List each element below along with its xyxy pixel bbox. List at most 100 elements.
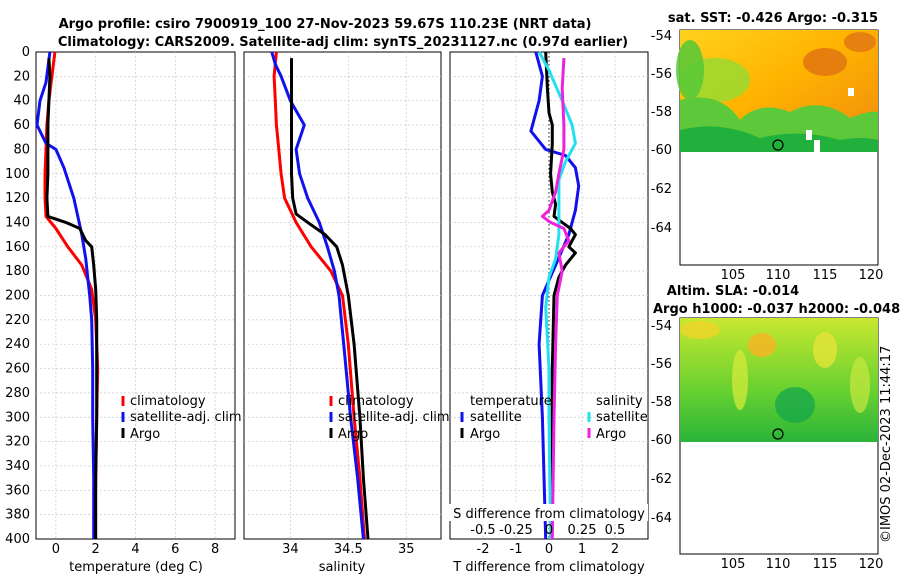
depth-tick-label: 380 xyxy=(5,508,30,523)
sst-field xyxy=(676,30,878,152)
latitude-tick-label: -62 xyxy=(651,472,672,487)
latitude-tick-label: -64 xyxy=(651,221,672,236)
longitude-tick-label: 110 xyxy=(766,557,791,572)
x-tick-label: 2 xyxy=(92,542,100,557)
latitude-tick-label: -60 xyxy=(651,143,672,158)
s-tick-label: -0.25 xyxy=(499,523,533,538)
x-tick-label: -1 xyxy=(510,542,523,557)
legend-climatology: climatology xyxy=(130,394,206,409)
t-difference-tick-labels: -2 -1 0 1 2 xyxy=(477,542,620,557)
latitude-tick-label: -54 xyxy=(651,29,672,44)
legend-satellite-adj: satellite-adj. clim xyxy=(338,410,450,425)
series-salinity-argo xyxy=(540,58,571,540)
s-difference-label: S difference from climatology xyxy=(453,507,645,522)
depth-tick-label: 60 xyxy=(13,118,30,133)
salinity-lines xyxy=(270,51,370,540)
title-line2: Climatology: CARS2009. Satellite-adj cli… xyxy=(58,35,628,50)
sla-high-patch xyxy=(813,332,837,368)
longitude-tick-label: 105 xyxy=(721,557,746,572)
depth-tick-label: 300 xyxy=(5,410,30,425)
temperature-panel: 0204060801001201401601802002202402602803… xyxy=(5,45,241,575)
sst-cool-patch xyxy=(676,40,704,100)
legend-climatology: climatology xyxy=(338,394,414,409)
series-climatology xyxy=(272,51,366,540)
sla-title: Altim. SLA: -0.014 xyxy=(667,284,799,299)
sla-ridge xyxy=(732,350,748,410)
s-tick-label: 0 xyxy=(545,523,553,538)
depth-tick-labels: 0 20 40 60 80 100 120 140 160 180 200 220 240 260 280 3… xyxy=(5,45,30,547)
legend-t-satellite: satellite xyxy=(470,410,522,425)
legend-argo: Argo xyxy=(338,427,368,442)
watermark: ©IMOS 02-Dec-2023 11:44:17 xyxy=(879,346,894,543)
t-difference-xlabel: T difference from climatology xyxy=(452,560,645,575)
latitude-tick-label: -56 xyxy=(651,357,672,372)
difference-grid xyxy=(450,52,648,539)
longitude-tick-label: 110 xyxy=(766,268,791,283)
depth-tick-label: 260 xyxy=(5,362,30,377)
sla-high-patch xyxy=(748,333,776,357)
temperature-tick-labels: 0 2 4 6 8 xyxy=(52,542,219,557)
depth-tick-label: 320 xyxy=(5,435,30,450)
sst-gap xyxy=(806,130,812,140)
sst-cold-zone xyxy=(680,126,878,152)
sla-field-bg xyxy=(680,318,878,442)
sst-map: sat. SST: -0.426 Argo: -0.315 -54-56-58-… xyxy=(651,11,884,283)
difference-panel: -2 -1 0 1 2 -0.5 -0.25 0 0.25 0.5 S difference f… xyxy=(448,51,649,575)
depth-tick-label: 240 xyxy=(5,337,30,352)
s-tick-label: -0.5 xyxy=(470,523,495,538)
legend-argo: Argo xyxy=(130,427,160,442)
title-line1: Argo profile: csiro 7900919_100 27-Nov-2… xyxy=(59,17,592,32)
sst-latitude-ticks: -54 -56 -58 -60 -62 -64 xyxy=(651,29,672,236)
longitude-tick-label: 115 xyxy=(813,268,838,283)
depth-tick-label: 100 xyxy=(5,167,30,182)
depth-tick-label: 40 xyxy=(13,94,30,109)
salinity-panel: 34 34.5 35 salinity climatology satellite-… xyxy=(243,51,450,575)
s-tick-label: 0.25 xyxy=(568,523,597,538)
x-tick-label: 4 xyxy=(131,542,139,557)
depth-tick-label: 180 xyxy=(5,264,30,279)
depth-tick-label: 140 xyxy=(5,215,30,230)
latitude-tick-label: -56 xyxy=(651,67,672,82)
series-argo xyxy=(290,58,370,540)
sst-longitude-ticks: 105 110 115 120 xyxy=(721,268,884,283)
temperature-lines xyxy=(35,51,100,540)
sla-low-patch xyxy=(775,387,815,423)
longitude-tick-label: 120 xyxy=(859,268,884,283)
x-tick-label: 2 xyxy=(611,542,619,557)
legend-temperature-title: temperature xyxy=(470,394,552,409)
longitude-tick-label: 105 xyxy=(721,268,746,283)
depth-tick-label: 0 xyxy=(22,45,30,60)
difference-lines xyxy=(529,51,581,540)
sla-longitude-ticks: 105 110 115 120 xyxy=(721,557,884,572)
legend-s-argo: Argo xyxy=(596,427,626,442)
series-temperature-argo xyxy=(544,51,577,540)
sst-title: sat. SST: -0.426 Argo: -0.315 xyxy=(668,11,878,26)
series-satellite-adj-clim xyxy=(270,51,365,540)
depth-tick-label: 360 xyxy=(5,483,30,498)
depth-tick-label: 200 xyxy=(5,289,30,304)
depth-tick-label: 340 xyxy=(5,459,30,474)
series-salinity-satellite xyxy=(537,51,577,540)
depth-tick-label: 20 xyxy=(13,69,30,84)
latitude-tick-label: -58 xyxy=(651,105,672,120)
depth-tick-label: 220 xyxy=(5,313,30,328)
argo-location-marker xyxy=(772,428,784,440)
temperature-legend: climatology satellite-adj. clim Argo xyxy=(121,394,242,442)
argo-location-marker xyxy=(772,139,784,151)
latitude-tick-label: -62 xyxy=(651,182,672,197)
depth-tick-label: 400 xyxy=(5,532,30,547)
depth-tick-label: 120 xyxy=(5,191,30,206)
salinity-xlabel: salinity xyxy=(319,560,366,575)
sst-warm-patch xyxy=(844,32,876,52)
x-tick-label: 1 xyxy=(578,542,586,557)
x-tick-label: -2 xyxy=(477,542,490,557)
legend-salinity-title: salinity xyxy=(596,394,643,409)
latitude-tick-label: -60 xyxy=(651,433,672,448)
salinity-legend: climatology satellite-adj. clim Argo xyxy=(329,394,450,442)
depth-tick-label: 280 xyxy=(5,386,30,401)
legend-t-argo: Argo xyxy=(470,427,500,442)
latitude-tick-label: -58 xyxy=(651,395,672,410)
latitude-tick-label: -54 xyxy=(651,319,672,334)
sla-subtitle: Argo h1000: -0.037 h2000: -0.048 xyxy=(653,302,900,317)
